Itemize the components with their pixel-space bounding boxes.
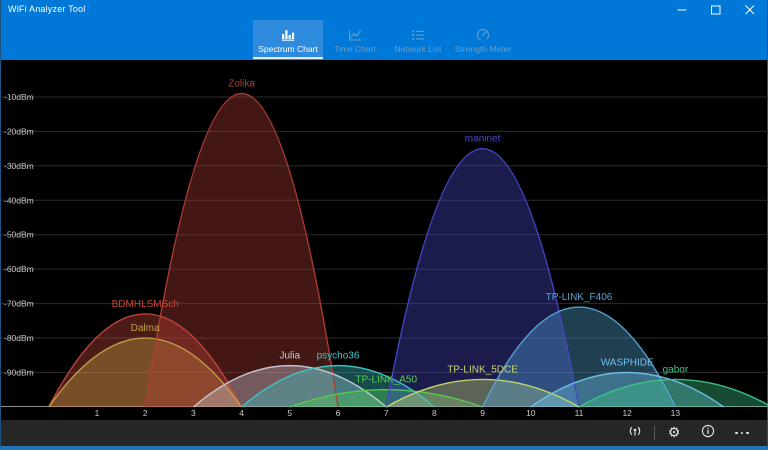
y-axis-label: -60dBm xyxy=(4,264,34,274)
channel-label: 8 xyxy=(432,408,437,418)
network-curve-fill xyxy=(145,93,338,407)
network-label: Zolika xyxy=(228,79,255,90)
network-curve-fill xyxy=(48,313,242,407)
network-curve xyxy=(481,306,677,408)
title-bar: WiFi Analyzer Tool xyxy=(1,0,767,20)
network-curve-fill xyxy=(193,365,387,407)
network-curve xyxy=(144,93,339,408)
maximize-icon xyxy=(711,5,721,15)
channel-label: 2 xyxy=(143,408,148,418)
close-button[interactable] xyxy=(733,0,767,20)
y-axis-label: -70dBm xyxy=(4,299,34,309)
channel-label: 6 xyxy=(336,408,341,418)
gauge-icon xyxy=(475,27,491,43)
channel-label: 4 xyxy=(239,408,244,418)
network-label: TP-LINK_A50 xyxy=(355,375,417,386)
tab-network-list[interactable]: Network List xyxy=(387,20,449,60)
network-label: Julia xyxy=(280,351,301,362)
wifi-signal-button[interactable] xyxy=(618,420,652,446)
channel-label: 9 xyxy=(480,408,485,418)
y-axis-label: -10dBm xyxy=(4,92,34,102)
tab-label: Spectrum Chart xyxy=(258,43,318,54)
channel-label: 12 xyxy=(622,408,632,418)
network-curve xyxy=(192,364,387,408)
network-curve-fill xyxy=(530,372,724,407)
network-curve xyxy=(241,364,435,408)
network-curve-fill xyxy=(579,379,768,407)
network-label: BDMHLSMSch xyxy=(112,299,179,310)
network-curve xyxy=(289,389,483,408)
y-axis-label: -20dBm xyxy=(4,126,34,136)
network-curve xyxy=(385,147,580,408)
ellipsis-icon xyxy=(735,431,749,435)
tabs: Spectrum Chart Time Chart xyxy=(253,20,517,60)
more-button[interactable] xyxy=(725,420,759,446)
channel-label: 11 xyxy=(575,408,584,418)
network-curve-fill xyxy=(386,379,579,407)
channel-label: 13 xyxy=(671,408,681,418)
info-button[interactable] xyxy=(691,420,725,446)
tab-time-chart[interactable]: Time Chart xyxy=(323,20,387,60)
bar-chart-icon xyxy=(280,27,296,43)
network-curve-fill xyxy=(48,338,242,407)
network-curve-fill xyxy=(482,307,676,407)
tab-spectrum-chart[interactable]: Spectrum Chart xyxy=(253,20,323,60)
appbar-divider xyxy=(654,426,655,440)
network-label: WASPHIDE xyxy=(601,357,654,368)
maximize-button[interactable] xyxy=(699,0,733,20)
channel-label: 10 xyxy=(526,408,536,418)
close-icon xyxy=(745,5,755,15)
network-label: Dalma xyxy=(131,323,160,334)
y-axis-label: -80dBm xyxy=(4,333,34,343)
network-curve xyxy=(48,337,243,408)
network-label: gabor xyxy=(663,364,689,375)
network-curve xyxy=(530,371,725,408)
y-axis-label: -40dBm xyxy=(4,195,34,205)
channel-label: 5 xyxy=(287,408,292,418)
y-axis-label: -90dBm xyxy=(4,367,34,377)
settings-button[interactable]: ⚙ xyxy=(657,420,691,446)
y-axis-label: -30dBm xyxy=(4,161,34,171)
channel-label: 7 xyxy=(384,408,389,418)
wifi-signal-icon xyxy=(627,423,643,444)
network-curve xyxy=(385,378,580,408)
window-controls xyxy=(665,0,767,20)
network-curve xyxy=(48,313,243,408)
network-label: maninet xyxy=(465,134,501,145)
line-chart-icon xyxy=(347,27,363,43)
tab-label: Strength Meter xyxy=(454,43,512,54)
tab-label: Network List xyxy=(394,43,442,54)
network-curve-fill xyxy=(289,389,483,407)
y-axis-label: -50dBm xyxy=(4,230,34,240)
channel-label: 1 xyxy=(95,408,100,418)
channel-label: 3 xyxy=(191,408,196,418)
network-curve-fill xyxy=(386,148,579,407)
network-curve xyxy=(578,378,768,408)
network-label: psycho36 xyxy=(317,351,360,362)
network-label: TP-LINK_5DCE xyxy=(447,364,518,375)
info-icon xyxy=(700,423,716,444)
tab-bar: Spectrum Chart Time Chart xyxy=(1,20,767,60)
minimize-icon xyxy=(677,5,687,15)
bottom-app-bar: ⚙ xyxy=(1,420,767,446)
list-icon xyxy=(410,27,426,43)
tab-strength-meter[interactable]: Strength Meter xyxy=(449,20,517,60)
minimize-button[interactable] xyxy=(665,0,699,20)
network-curve-fill xyxy=(241,365,435,407)
window-title: WiFi Analyzer Tool xyxy=(8,4,86,14)
tab-label: Time Chart xyxy=(334,43,376,54)
gear-icon: ⚙ xyxy=(667,425,681,441)
network-label: TP-LINK_F406 xyxy=(546,292,613,303)
